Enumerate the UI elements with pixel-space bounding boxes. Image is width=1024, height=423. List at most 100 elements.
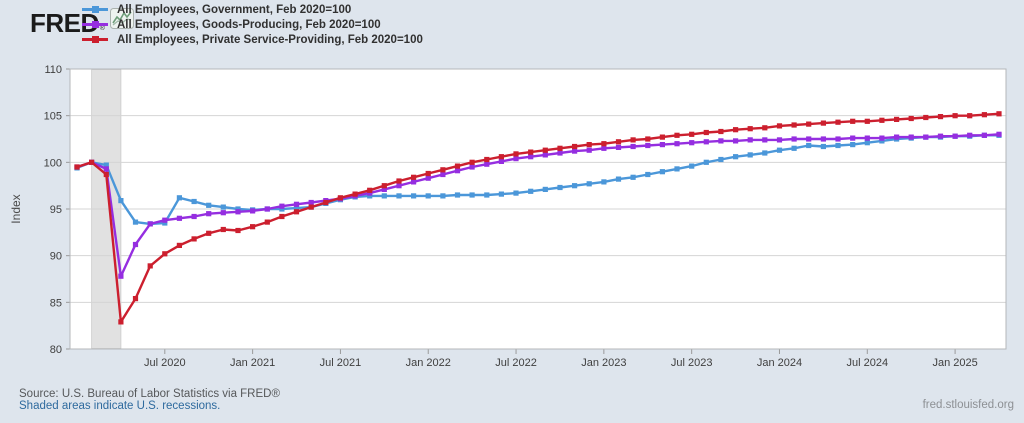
data-point-goods-producing[interactable] (191, 213, 197, 220)
data-point-government[interactable] (615, 176, 622, 182)
data-point-government[interactable] (835, 142, 841, 149)
data-point-private-service-providing[interactable] (250, 224, 256, 230)
data-point-private-service-providing[interactable] (323, 199, 329, 206)
data-point-private-service-providing[interactable] (937, 114, 944, 120)
data-point-goods-producing[interactable] (132, 241, 139, 248)
legend-item-private-service[interactable]: All Employees, Private Service-Providing… (82, 32, 423, 47)
data-point-goods-producing[interactable] (367, 190, 373, 196)
data-point-private-service-providing[interactable] (367, 187, 373, 193)
data-point-government[interactable] (528, 188, 534, 194)
series-line-private-service-providing[interactable] (76, 112, 1000, 324)
data-point-private-service-providing[interactable] (206, 230, 212, 236)
data-point-government[interactable] (513, 190, 519, 196)
data-point-private-service-providing[interactable] (264, 219, 270, 225)
data-point-goods-producing[interactable] (762, 137, 768, 143)
data-point-private-service-providing[interactable] (586, 142, 592, 148)
data-point-private-service-providing[interactable] (484, 156, 490, 163)
data-point-goods-producing[interactable] (937, 133, 944, 139)
data-point-private-service-providing[interactable] (557, 145, 563, 151)
data-point-goods-producing[interactable] (528, 154, 534, 160)
data-point-goods-producing[interactable] (747, 137, 753, 143)
data-point-goods-producing[interactable] (806, 136, 812, 142)
data-point-private-service-providing[interactable] (498, 154, 504, 160)
data-point-private-service-providing[interactable] (337, 195, 343, 201)
data-point-private-service-providing[interactable] (513, 151, 519, 157)
recession-note-link[interactable]: Shaded areas indicate U.S. recessions. (19, 400, 221, 412)
data-point-goods-producing[interactable] (659, 142, 665, 148)
data-point-private-service-providing[interactable] (747, 126, 753, 132)
data-point-private-service-providing[interactable] (733, 127, 739, 133)
data-point-government[interactable] (454, 192, 461, 198)
data-point-goods-producing[interactable] (176, 215, 182, 221)
data-point-goods-producing[interactable] (206, 211, 212, 217)
data-point-goods-producing[interactable] (718, 138, 724, 144)
data-point-goods-producing[interactable] (293, 201, 300, 207)
data-point-goods-producing[interactable] (601, 145, 607, 151)
data-point-private-service-providing[interactable] (176, 242, 182, 248)
series-line-goods-producing[interactable] (76, 133, 1000, 278)
data-point-government[interactable] (206, 202, 212, 208)
data-point-government[interactable] (381, 193, 387, 199)
data-point-goods-producing[interactable] (396, 183, 402, 189)
data-point-goods-producing[interactable] (440, 171, 446, 178)
data-point-goods-producing[interactable] (411, 179, 417, 185)
data-point-government[interactable] (484, 192, 490, 198)
data-point-goods-producing[interactable] (864, 135, 870, 141)
data-point-private-service-providing[interactable] (864, 118, 870, 124)
data-point-government[interactable] (659, 169, 665, 175)
data-point-government[interactable] (733, 154, 739, 160)
data-point-private-service-providing[interactable] (835, 119, 841, 125)
data-point-goods-producing[interactable] (484, 161, 490, 167)
data-point-private-service-providing[interactable] (528, 149, 534, 155)
data-point-goods-producing[interactable] (703, 139, 709, 145)
data-point-private-service-providing[interactable] (850, 118, 856, 124)
data-point-goods-producing[interactable] (952, 133, 958, 139)
data-point-private-service-providing[interactable] (440, 167, 446, 173)
data-point-private-service-providing[interactable] (235, 227, 241, 234)
data-point-private-service-providing[interactable] (74, 164, 80, 170)
data-point-private-service-providing[interactable] (615, 139, 622, 145)
data-point-goods-producing[interactable] (776, 137, 783, 143)
data-point-goods-producing[interactable] (850, 135, 856, 141)
data-point-private-service-providing[interactable] (132, 296, 139, 302)
data-point-private-service-providing[interactable] (996, 111, 1002, 117)
data-point-government[interactable] (689, 163, 695, 169)
data-point-government[interactable] (162, 220, 168, 226)
data-point-government[interactable] (220, 204, 226, 210)
data-point-government[interactable] (235, 206, 241, 212)
data-point-private-service-providing[interactable] (542, 147, 548, 153)
data-point-goods-producing[interactable] (454, 168, 461, 174)
data-point-private-service-providing[interactable] (162, 251, 168, 257)
data-point-government[interactable] (118, 198, 124, 204)
data-point-private-service-providing[interactable] (381, 183, 387, 189)
data-point-private-service-providing[interactable] (469, 159, 475, 165)
data-point-government[interactable] (586, 181, 592, 187)
data-point-government[interactable] (747, 152, 753, 158)
data-point-goods-producing[interactable] (103, 166, 109, 172)
data-point-goods-producing[interactable] (791, 136, 797, 142)
data-point-government[interactable] (498, 191, 504, 197)
data-point-government[interactable] (176, 195, 182, 201)
data-point-goods-producing[interactable] (381, 186, 387, 192)
data-point-goods-producing[interactable] (967, 132, 973, 138)
data-point-goods-producing[interactable] (645, 142, 651, 149)
data-point-government[interactable] (396, 193, 402, 199)
data-point-private-service-providing[interactable] (645, 136, 651, 142)
data-point-private-service-providing[interactable] (220, 226, 226, 233)
data-point-goods-producing[interactable] (572, 148, 578, 154)
data-point-goods-producing[interactable] (542, 152, 548, 158)
data-point-government[interactable] (191, 198, 197, 205)
data-point-private-service-providing[interactable] (411, 174, 417, 180)
data-point-government[interactable] (440, 193, 446, 199)
data-point-private-service-providing[interactable] (908, 115, 914, 122)
data-point-government[interactable] (820, 143, 826, 150)
data-point-private-service-providing[interactable] (396, 178, 402, 184)
data-point-goods-producing[interactable] (908, 134, 914, 140)
legend-item-government[interactable]: All Employees, Government, Feb 2020=100 (82, 2, 423, 17)
data-point-goods-producing[interactable] (513, 156, 519, 162)
data-point-private-service-providing[interactable] (674, 132, 680, 138)
data-point-goods-producing[interactable] (835, 136, 841, 142)
site-label[interactable]: fred.stlouisfed.org (922, 399, 1014, 411)
data-point-goods-producing[interactable] (264, 206, 270, 212)
data-point-private-service-providing[interactable] (572, 143, 578, 150)
